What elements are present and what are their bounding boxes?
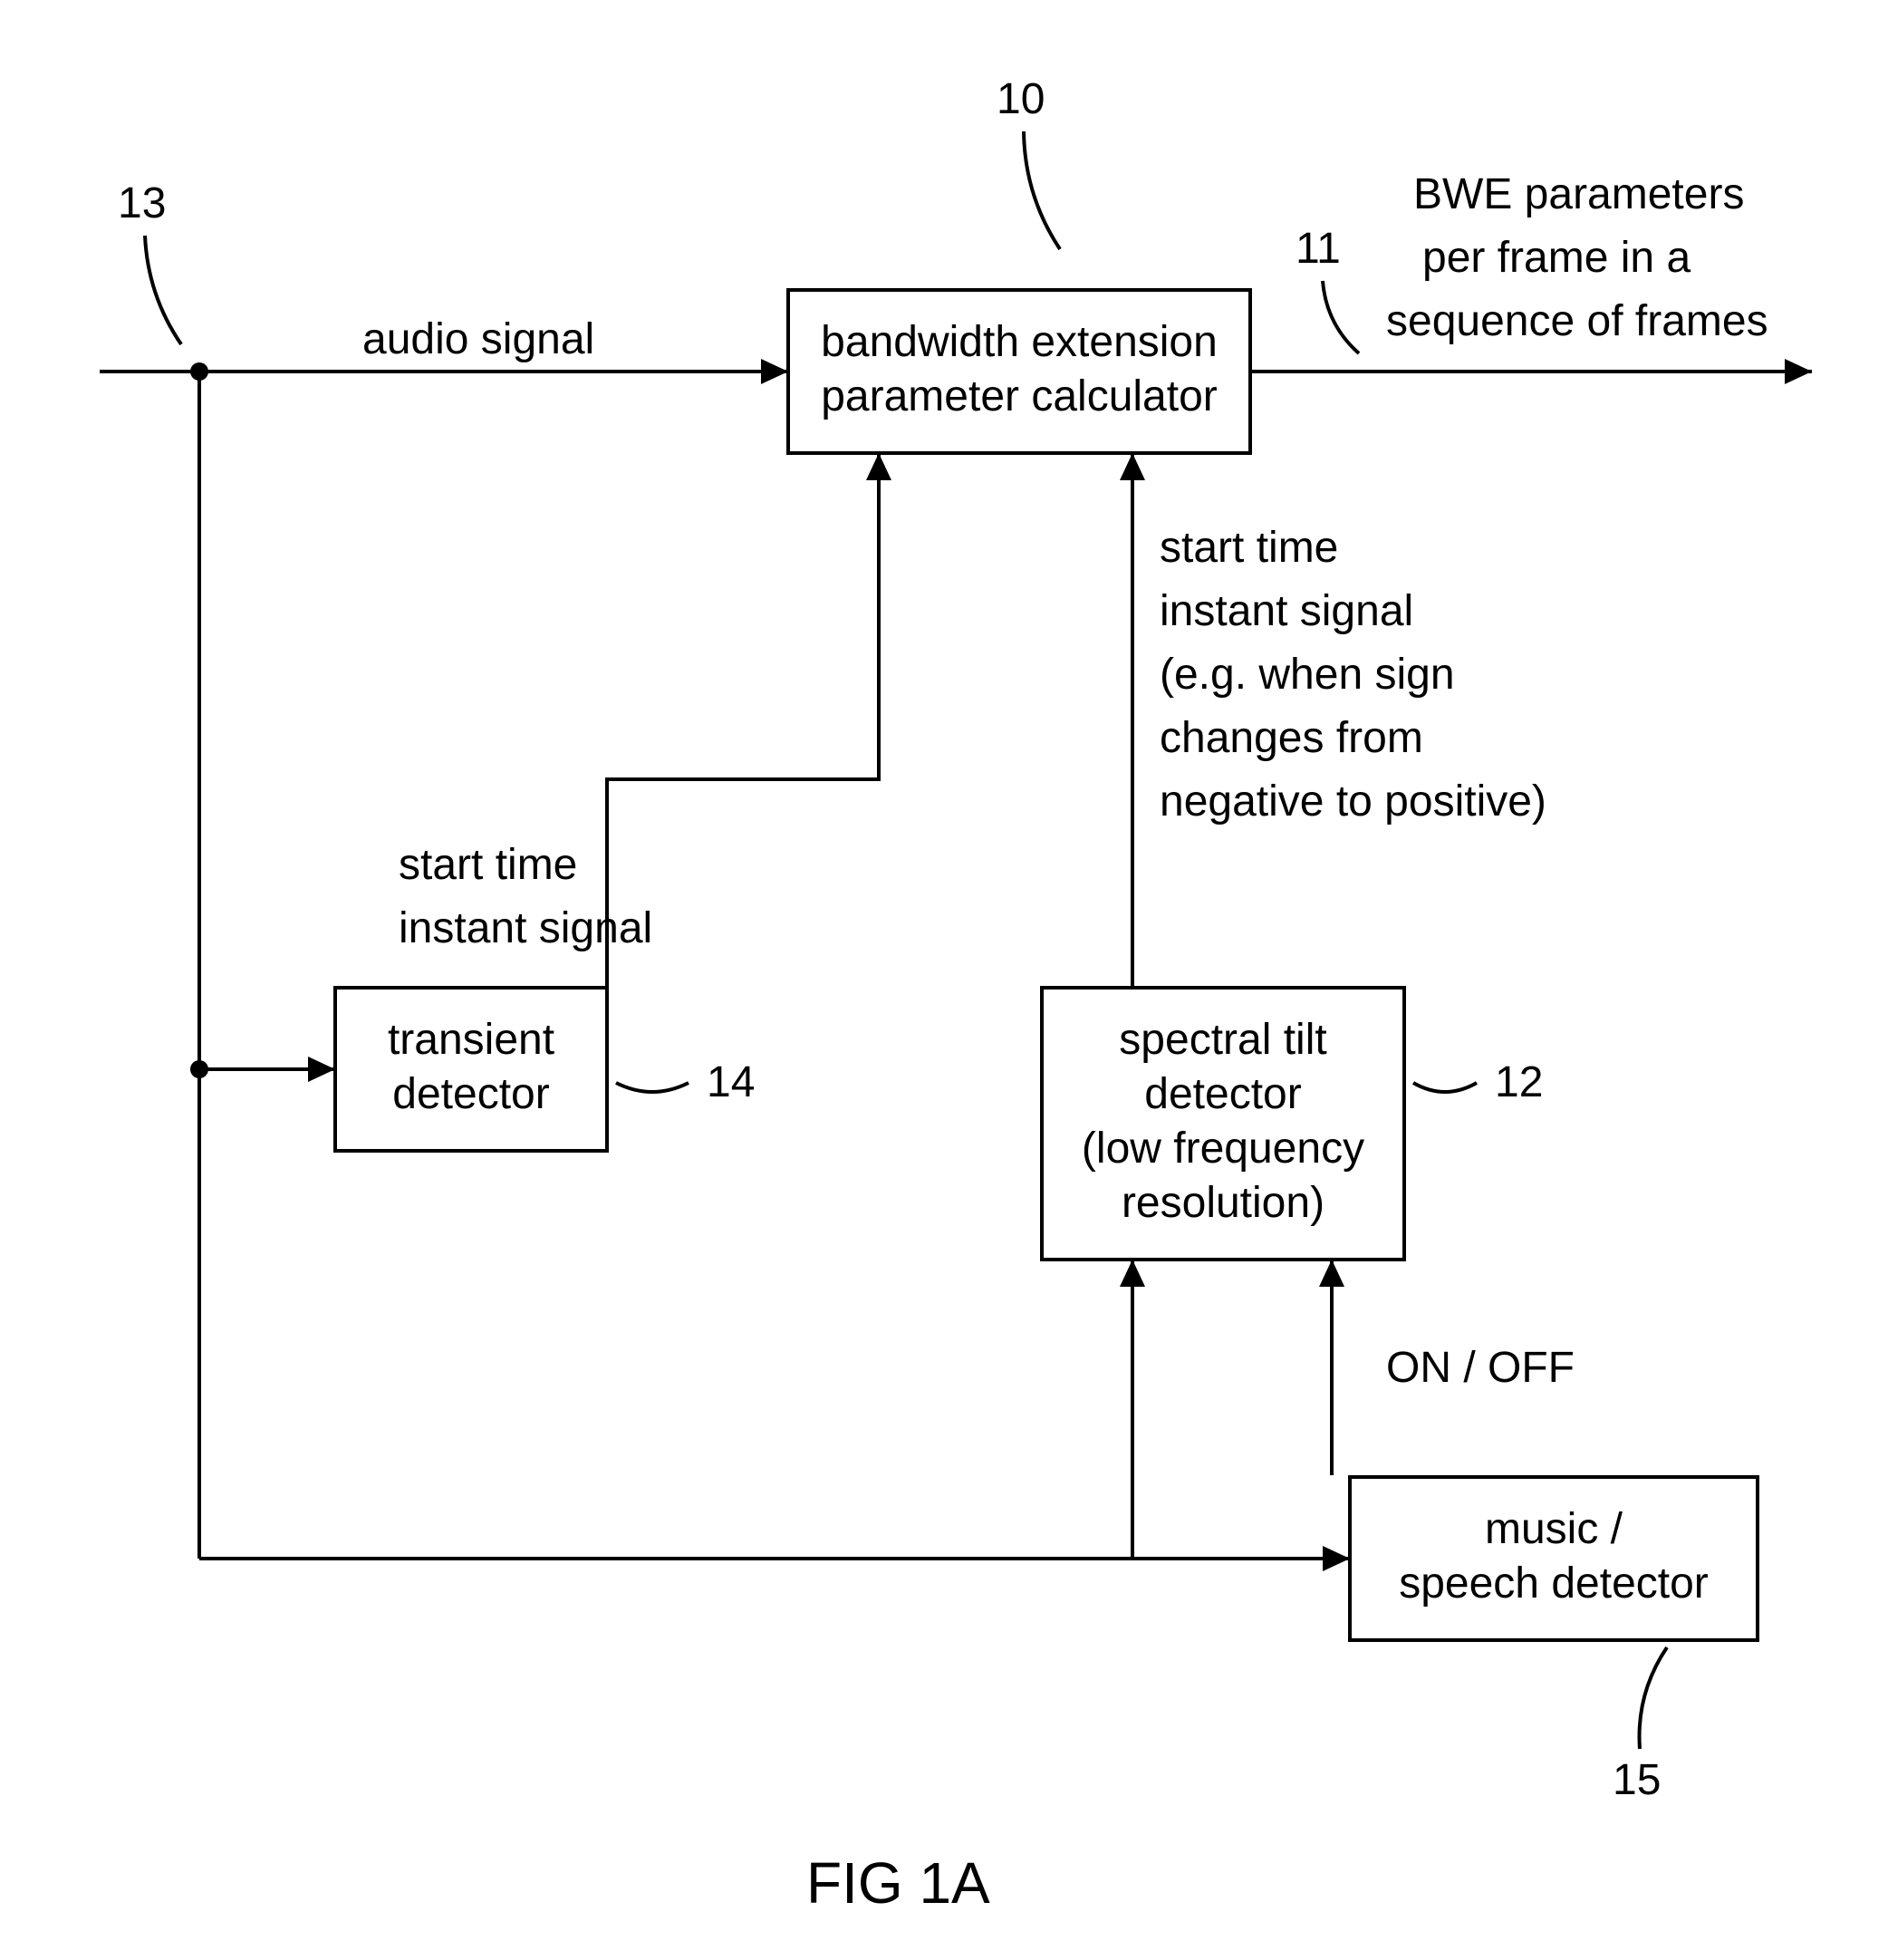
label-tilt_lab5: negative to positive) xyxy=(1160,777,1546,826)
junction-j_in xyxy=(190,362,208,381)
node-bwe-line2: parameter calculator xyxy=(821,372,1218,420)
label-ref13: 13 xyxy=(118,179,166,227)
ref-music: 15 xyxy=(1613,1756,1661,1804)
leader-ref13 xyxy=(145,236,181,344)
arrowhead xyxy=(1323,1546,1350,1571)
node-tilt-line1: spectral tilt xyxy=(1119,1016,1326,1064)
node-transient xyxy=(335,988,607,1151)
leader-music xyxy=(1640,1647,1667,1749)
label-td_lab2: instant signal xyxy=(399,904,652,952)
ref-bwe: 10 xyxy=(997,75,1045,123)
label-out_line3: sequence of frames xyxy=(1386,297,1768,345)
node-music-line2: speech detector xyxy=(1399,1559,1709,1608)
arrowhead xyxy=(866,453,891,480)
label-tilt_lab1: start time xyxy=(1160,524,1338,572)
node-tilt-line2: detector xyxy=(1144,1070,1301,1118)
ref-transient: 14 xyxy=(707,1058,755,1106)
ref-tilt: 12 xyxy=(1495,1058,1543,1106)
node-transient-line2: detector xyxy=(392,1070,549,1118)
label-ref11: 11 xyxy=(1296,225,1341,273)
arrowhead xyxy=(1120,453,1145,480)
junction-j_td xyxy=(190,1060,208,1078)
label-out_line1: BWE parameters xyxy=(1413,170,1744,218)
node-tilt-line3: (low frequency xyxy=(1082,1125,1364,1173)
node-tilt-line4: resolution) xyxy=(1122,1179,1324,1227)
arrowhead xyxy=(1785,359,1812,384)
label-tilt_lab4: changes from xyxy=(1160,714,1423,762)
label-tilt_lab3: (e.g. when sign xyxy=(1160,651,1455,699)
label-out_line2: per frame in a xyxy=(1422,234,1691,282)
arrowhead xyxy=(1120,1260,1145,1287)
leader-tilt xyxy=(1413,1083,1477,1092)
label-audio_signal: audio signal xyxy=(362,315,594,363)
arrowhead xyxy=(761,359,788,384)
leader-ref11 xyxy=(1323,281,1359,353)
label-tilt_lab2: instant signal xyxy=(1160,587,1413,635)
label-td_lab1: start time xyxy=(399,841,577,889)
arrowhead xyxy=(1319,1260,1344,1287)
label-onoff: ON / OFF xyxy=(1386,1344,1575,1392)
node-music xyxy=(1350,1477,1758,1640)
node-music-line1: music / xyxy=(1485,1505,1623,1553)
node-transient-line1: transient xyxy=(388,1016,554,1064)
label-fig: FIG 1A xyxy=(806,1850,990,1916)
leader-bwe xyxy=(1024,131,1060,249)
arrowhead xyxy=(308,1057,335,1082)
node-bwe-line1: bandwidth extension xyxy=(821,318,1218,366)
leader-transient xyxy=(616,1083,689,1092)
node-bwe xyxy=(788,290,1250,453)
